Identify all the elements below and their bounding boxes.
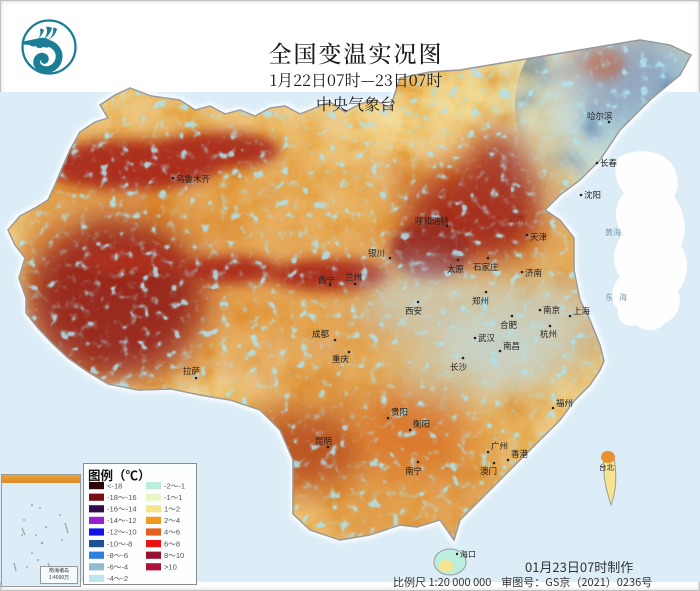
svg-text:<-18: <-18: [107, 481, 122, 490]
svg-text:长沙: 长沙: [450, 361, 468, 373]
svg-text:杭州: 杭州: [540, 328, 557, 340]
svg-text:-16～-14: -16～-14: [107, 505, 137, 514]
svg-text:贵阳: 贵阳: [391, 406, 408, 418]
svg-text:天津: 天津: [530, 231, 548, 243]
svg-text:石家庄: 石家庄: [473, 261, 499, 273]
svg-text:-18～-16: -18～-16: [107, 493, 137, 502]
svg-text:>10: >10: [164, 563, 177, 572]
svg-text:合肥: 合肥: [500, 319, 518, 331]
svg-text:衡阳: 衡阳: [413, 418, 430, 430]
svg-text:4～6: 4～6: [164, 528, 180, 537]
svg-text:东海: 东海: [605, 292, 633, 303]
svg-text:兰州: 兰州: [345, 271, 362, 283]
svg-text:重庆: 重庆: [332, 353, 350, 365]
svg-text:-2～-1: -2～-1: [164, 481, 185, 490]
svg-text:2～4: 2～4: [164, 516, 180, 525]
svg-text:南京: 南京: [543, 304, 560, 316]
svg-text:南昌: 南昌: [503, 340, 520, 352]
svg-text:武汉: 武汉: [478, 332, 496, 344]
svg-text:西宁: 西宁: [318, 274, 335, 286]
svg-text:郑州: 郑州: [472, 295, 489, 307]
svg-text:西安: 西安: [405, 305, 422, 317]
svg-text:澳门: 澳门: [480, 465, 497, 477]
svg-text:-1～1: -1～1: [164, 493, 183, 502]
svg-text:拉萨: 拉萨: [183, 365, 201, 377]
svg-text:-10～-8: -10～-8: [107, 539, 132, 548]
svg-text:-4～-2: -4～-2: [107, 574, 128, 583]
svg-text:8～10: 8～10: [164, 551, 184, 560]
svg-text:台北: 台北: [599, 462, 614, 473]
svg-text:-12～-10: -12～-10: [107, 528, 137, 537]
svg-text:成都: 成都: [312, 328, 330, 340]
svg-text:-6～-4: -6～-4: [107, 563, 128, 572]
svg-text:-8～-6: -8～-6: [107, 551, 128, 560]
svg-text:广州: 广州: [491, 440, 508, 452]
svg-text:福州: 福州: [556, 397, 573, 409]
svg-text:南宁: 南宁: [405, 465, 422, 477]
svg-text:长春: 长春: [600, 157, 618, 169]
svg-text:济南: 济南: [525, 267, 542, 279]
svg-text:银川: 银川: [368, 247, 385, 259]
svg-text:昆明: 昆明: [315, 435, 332, 447]
svg-text:乌鲁木齐: 乌鲁木齐: [176, 173, 211, 185]
svg-text:呼和浩特: 呼和浩特: [415, 215, 450, 227]
svg-text:太原: 太原: [447, 263, 464, 275]
svg-text:香港: 香港: [511, 448, 529, 460]
svg-text:上海: 上海: [573, 305, 591, 317]
svg-text:-14～-12: -14～-12: [107, 516, 137, 525]
svg-text:6～8: 6～8: [164, 539, 180, 548]
svg-text:沈阳: 沈阳: [584, 189, 601, 201]
svg-text:黄海: 黄海: [605, 227, 621, 238]
svg-text:北京: 北京: [508, 213, 525, 225]
svg-text:海口: 海口: [460, 549, 476, 560]
svg-text:哈尔滨: 哈尔滨: [587, 110, 613, 122]
svg-text:1～2: 1～2: [164, 505, 180, 514]
